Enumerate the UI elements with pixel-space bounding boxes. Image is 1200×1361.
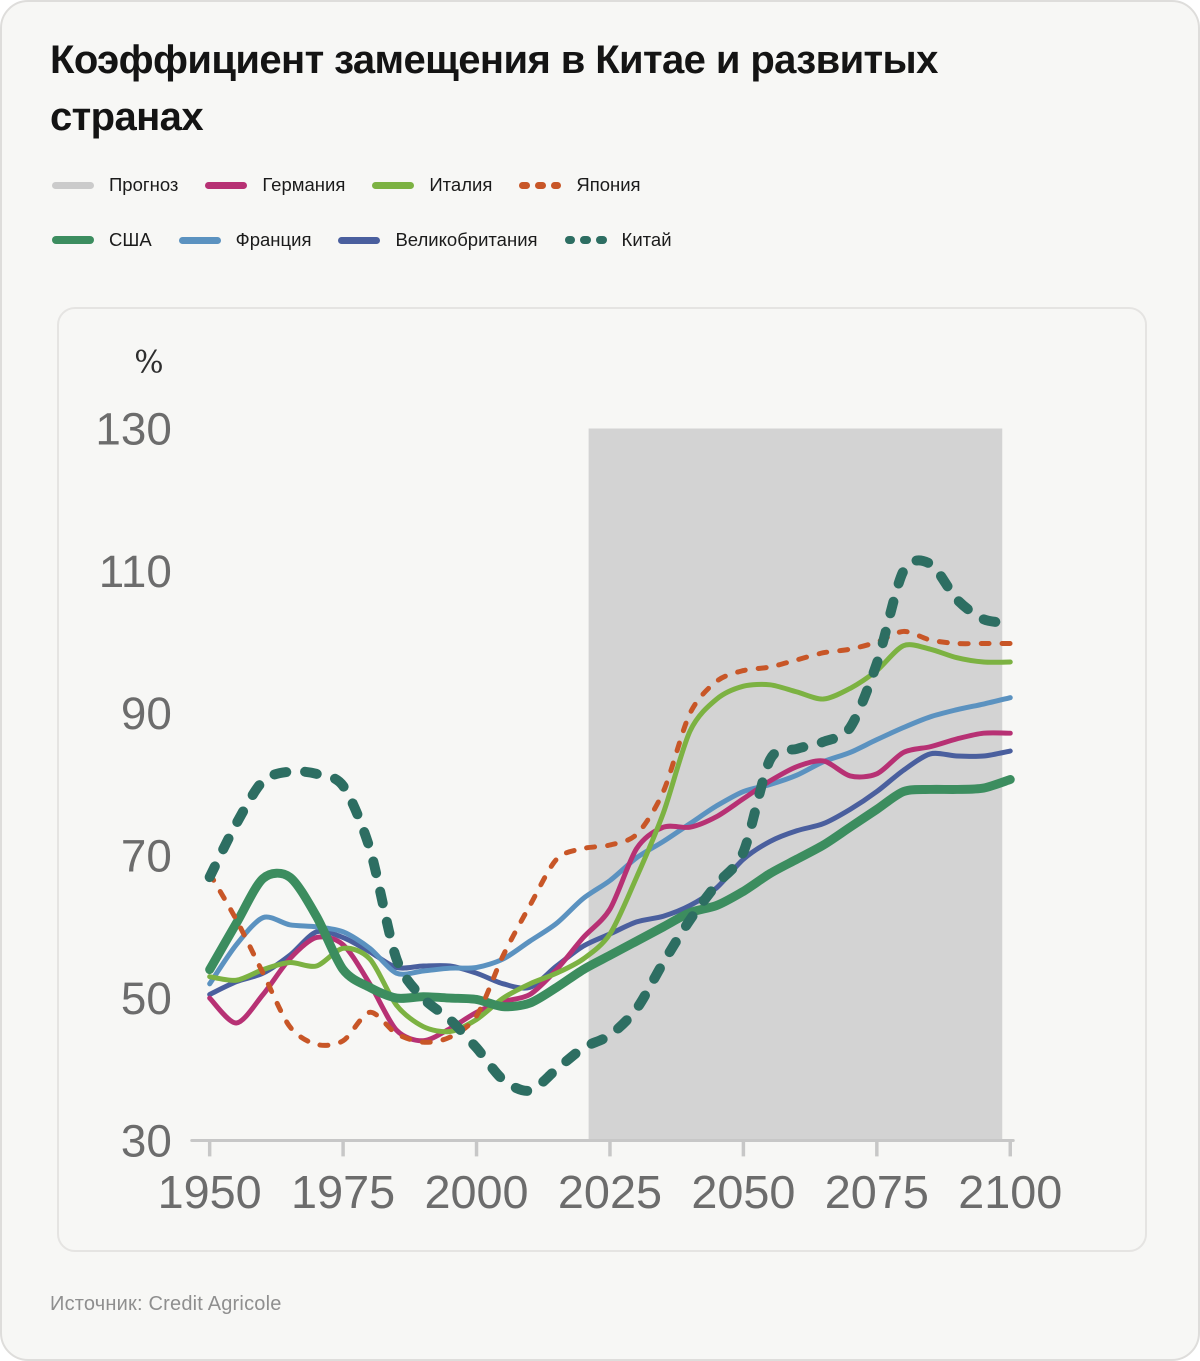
japan-dashed-swatch-icon [519,181,562,189]
italy-line-swatch-icon [372,181,415,189]
y-axis-unit-label: % [134,345,163,381]
legend-item-italy: Италия [372,174,492,196]
legend-label-germany: Германия [262,174,346,195]
x-axis-label: 2100 [958,1166,1062,1218]
forecast-region [588,428,1003,1141]
forecast-swatch-icon [52,181,94,189]
y-axis-label: 90 [121,688,172,739]
germany-line-swatch-icon [205,181,248,189]
legend-row-1: Прогноз Германия Италия Япония [52,174,672,196]
uk-line-swatch-icon [338,236,381,244]
legend-label-italy: Италия [429,174,493,195]
x-axis-label: 1950 [158,1166,262,1218]
line-chart: 1950 1975 2000 2025 2050 2075 2100 130 110 90 70 50… [95,345,1062,1218]
legend-label-forecast: Прогноз [109,174,179,195]
legend-item-forecast: Прогноз [52,174,178,196]
legend-item-germany: Германия [205,174,345,196]
chart-panel: 1950 1975 2000 2025 2050 2075 2100 130 110 90 70 50… [57,307,1147,1252]
legend-item-uk: Великобритания [338,229,538,251]
y-axis-label: 70 [121,831,172,882]
legend-row-2: США Франция Великобритания Китай [52,229,672,251]
y-axis-label: 30 [121,1115,172,1166]
series-line-china [204,555,1016,1096]
x-axis-label: 2050 [691,1166,795,1218]
source-note: Источник: Credit Agricole [50,1293,282,1315]
legend-item-japan: Япония [519,174,641,196]
series-line-france [207,695,1013,987]
series-line-germany [207,730,1013,1044]
y-axis-label: 110 [99,546,172,597]
y-axis-label: 50 [121,973,172,1024]
legend-label-japan: Япония [576,174,641,195]
x-axis-label: 2025 [558,1166,662,1218]
series-line-japan [207,628,1013,1048]
legend-label-china: Китай [621,229,672,250]
legend-label-usa: США [109,229,152,250]
usa-line-swatch-icon [52,236,94,244]
x-axis-label: 1975 [291,1166,395,1218]
legend-label-france: Франция [235,229,312,250]
series-line-usa [205,775,1015,1012]
france-line-swatch-icon [178,236,221,244]
legend-item-china: Китай [564,229,672,251]
legend-item-usa: США [52,229,152,251]
chart-title: Коэффициент замещения в Китае и развитых… [50,38,938,140]
legend-label-uk: Великобритания [395,229,538,250]
china-dashed-swatch-icon [564,236,607,244]
chart-legend: Прогноз Германия Италия Япония США [52,174,672,251]
y-axis-label: 130 [95,403,171,454]
legend-item-france: Франция [178,229,312,251]
x-axis-label: 2075 [825,1166,929,1218]
x-axis-label: 2000 [424,1166,528,1218]
